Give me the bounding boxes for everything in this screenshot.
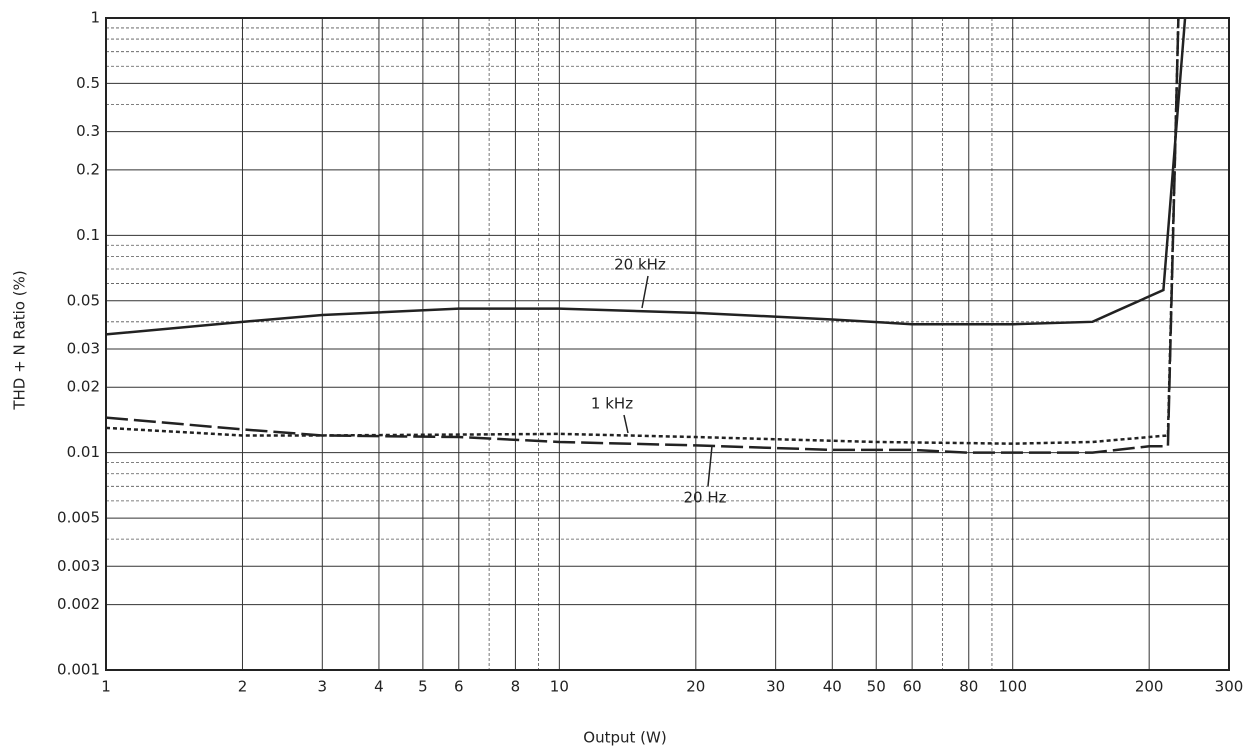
y-tick-label: 0.02 bbox=[67, 378, 100, 396]
series-line bbox=[105, 17, 1180, 454]
x-axis-label: Output (W) bbox=[583, 729, 666, 747]
y-tick-label: 0.3 bbox=[76, 122, 100, 140]
y-tick-label: 0.005 bbox=[57, 509, 100, 527]
y-tick-label: 0.003 bbox=[57, 557, 100, 575]
x-tick-label: 80 bbox=[959, 678, 978, 696]
x-tick-label: 40 bbox=[823, 678, 842, 696]
series-line bbox=[105, 17, 1187, 336]
x-tick-label: 50 bbox=[867, 678, 886, 696]
x-tick-label: 2 bbox=[238, 678, 248, 696]
y-axis-label: THD + N Ratio (%) bbox=[11, 270, 29, 410]
y-tick-label: 1 bbox=[90, 9, 100, 27]
leader-line bbox=[641, 275, 649, 309]
x-tick-label: 8 bbox=[511, 678, 521, 696]
leader-line bbox=[707, 445, 713, 487]
y-tick-label: 0.1 bbox=[76, 226, 100, 244]
x-tick-label: 10 bbox=[550, 678, 569, 696]
x-tick-label: 60 bbox=[903, 678, 922, 696]
series-label: 20 kHz bbox=[614, 256, 666, 274]
x-tick-label: 1 bbox=[101, 678, 111, 696]
x-tick-label: 4 bbox=[374, 678, 384, 696]
x-tick-label: 100 bbox=[998, 678, 1027, 696]
x-tick-label: 30 bbox=[766, 678, 785, 696]
series-label: 20 Hz bbox=[683, 489, 726, 507]
plot-frame bbox=[105, 17, 1230, 671]
x-tick-label: 200 bbox=[1135, 678, 1164, 696]
y-tick-label: 0.05 bbox=[67, 291, 100, 309]
x-tick-label: 6 bbox=[454, 678, 464, 696]
y-tick-label: 0.5 bbox=[76, 74, 100, 92]
y-tick-label: 0.03 bbox=[67, 339, 100, 357]
series-line bbox=[105, 17, 1180, 445]
leader-line bbox=[623, 414, 629, 434]
x-tick-label: 300 bbox=[1215, 678, 1243, 696]
y-tick-label: 0.2 bbox=[76, 160, 100, 178]
x-tick-label: 20 bbox=[686, 678, 705, 696]
x-tick-label: 3 bbox=[318, 678, 328, 696]
series-label: 1 kHz bbox=[591, 395, 633, 413]
y-tick-label: 0.001 bbox=[57, 661, 100, 679]
y-tick-label: 0.002 bbox=[57, 595, 100, 613]
x-tick-label: 5 bbox=[418, 678, 428, 696]
y-tick-label: 0.01 bbox=[67, 443, 100, 461]
